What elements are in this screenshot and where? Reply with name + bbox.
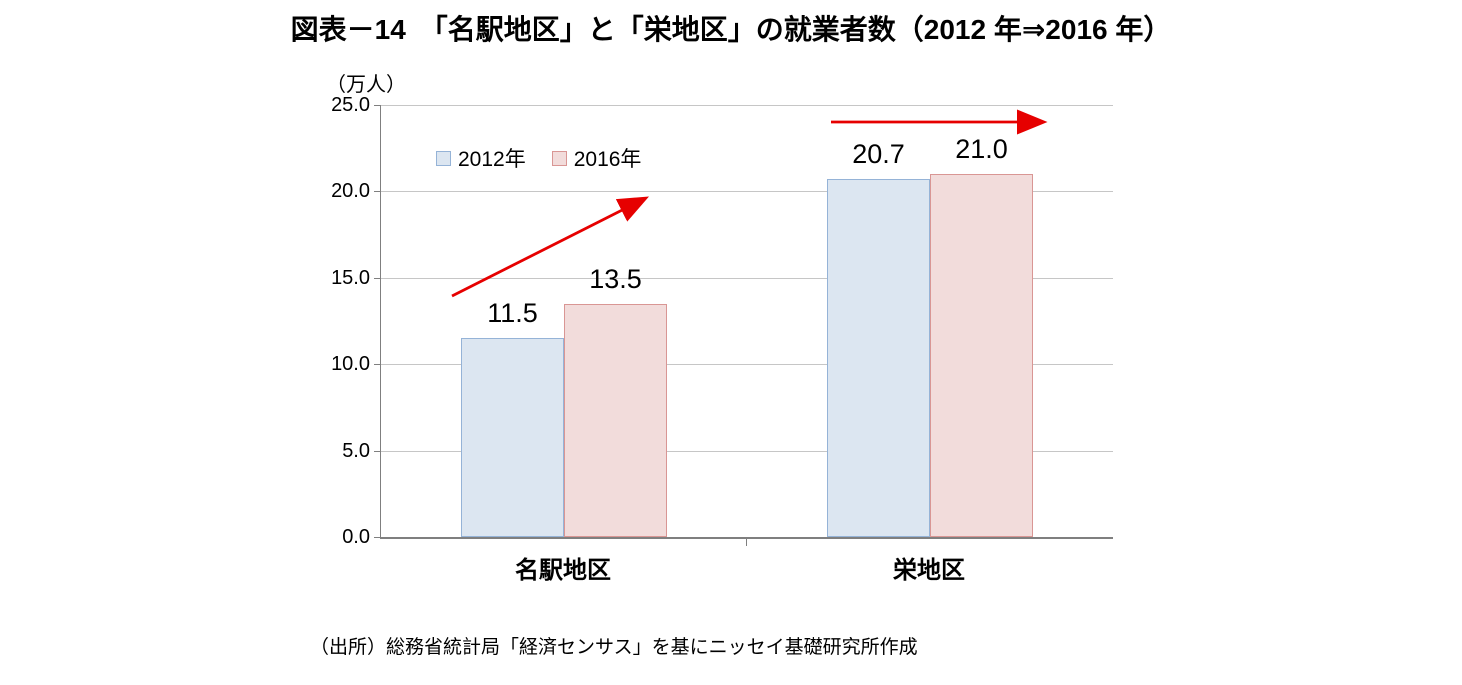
x-axis-category-label: 栄地区 (893, 557, 965, 584)
y-axis-tick (374, 450, 380, 452)
bar-value-label-2016年-名駅地区: 13.5 (589, 263, 642, 294)
legend-item-2016年: 2016年 (551, 143, 642, 173)
legend-label: 2012年 (458, 148, 526, 171)
y-gridline (381, 191, 1113, 193)
bar-value-label-2012年-名駅地区: 11.5 (487, 298, 538, 329)
y-axis-tick-label: 20.0 (331, 180, 370, 203)
y-gridline (381, 105, 1113, 106)
y-axis-tick (374, 537, 380, 538)
y-axis-tick-label: 5.0 (342, 439, 370, 462)
legend: 2012年 2016年 (436, 143, 641, 173)
y-axis-tick (374, 364, 380, 366)
y-axis-tick-label: 15.0 (331, 266, 370, 289)
legend-item-2012年: 2012年 (436, 143, 526, 173)
bar-2016年-栄地区 (930, 174, 1033, 537)
source-note: （出所）総務省統計局「経済センサス」を基にニッセイ基礎研究所作成 (310, 637, 918, 658)
chart-title: 図表－14 「名駅地区」と「栄地区」の就業者数（2012 年⇒2016 年） (290, 14, 1172, 45)
y-axis-tick (374, 277, 380, 279)
y-axis-tick-label: 10.0 (331, 353, 370, 376)
y-axis-tick (374, 105, 380, 106)
y-axis-tick-label: 25.0 (331, 94, 370, 116)
bar-value-label-2012年-栄地区: 20.7 (852, 139, 905, 170)
plot-area: 11.5 13.5 20.7 21.0 2012年 2016年 (380, 105, 1113, 539)
legend-swatch-2016年 (551, 150, 567, 166)
bar-value-label-2016年-栄地区: 21.0 (955, 134, 1008, 165)
x-axis-category-label: 名駅地区 (515, 557, 611, 584)
bar-2016年-名駅地区 (564, 303, 667, 537)
y-axis-tick (374, 191, 380, 193)
legend-label: 2016年 (573, 148, 642, 171)
x-axis-tick (746, 539, 747, 546)
y-gridline (381, 277, 1113, 279)
y-gridline (381, 450, 1113, 452)
y-axis-tick-label: 0.0 (342, 526, 370, 548)
y-axis-unit-label: （万人） (326, 74, 406, 96)
legend-swatch-2012年 (436, 150, 451, 166)
bar-2012年-栄地区 (827, 179, 930, 537)
bar-2012年-名駅地区 (461, 338, 564, 537)
y-gridline (381, 364, 1113, 366)
